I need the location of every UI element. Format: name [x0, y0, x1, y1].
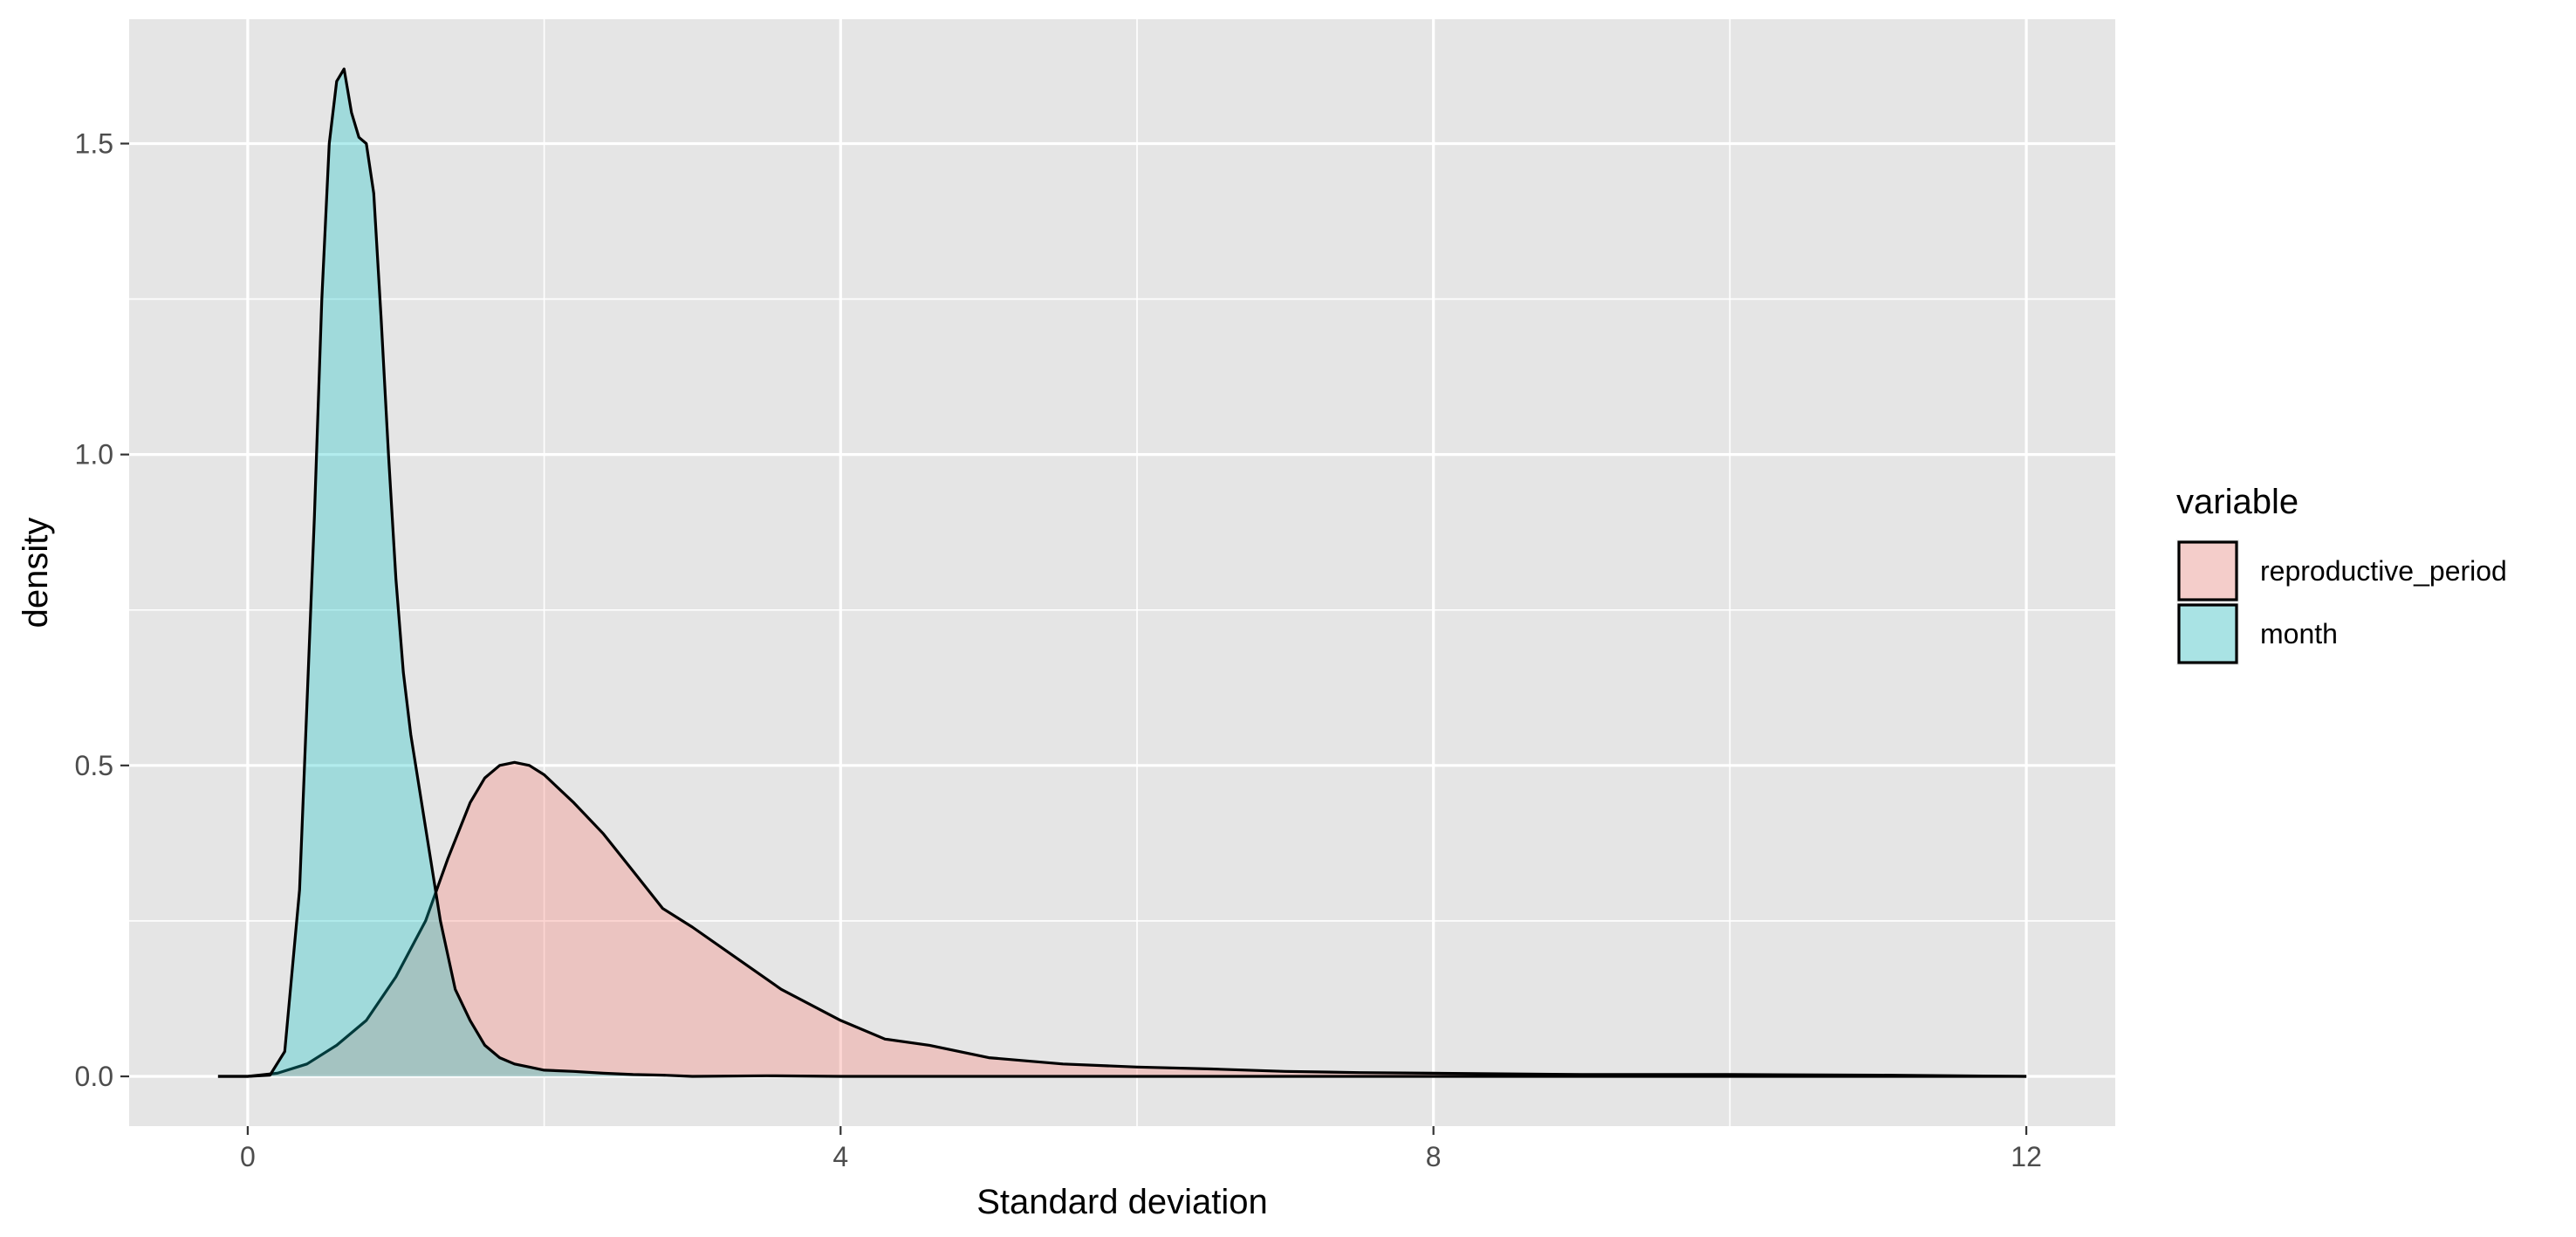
x-axis: 0 4 8 12 — [240, 1126, 2042, 1172]
y-tick-label: 0.0 — [75, 1061, 113, 1092]
legend-label-month: month — [2260, 618, 2338, 649]
density-series — [217, 67, 2027, 1078]
density-line-month — [217, 67, 2027, 1078]
legend-key-background — [2176, 539, 2239, 602]
density-area-month — [217, 69, 2027, 1076]
y-tick-label: 0.5 — [75, 750, 113, 781]
y-tick-label: 1.0 — [75, 439, 113, 471]
y-tick-label: 1.5 — [75, 127, 113, 159]
x-tick-label: 12 — [2011, 1141, 2042, 1172]
y-axis: 0.0 0.5 1.0 1.5 — [75, 127, 129, 1092]
density-line-reproductive_period — [217, 760, 2027, 1078]
legend-title: variable — [2176, 483, 2299, 521]
plot-panel — [129, 19, 2115, 1126]
legend-key-background — [2176, 602, 2239, 665]
minor-gridlines — [129, 19, 2115, 1126]
y-axis-title: density — [17, 518, 55, 629]
x-tick-label: 0 — [240, 1141, 256, 1172]
legend-key-reproductive_period — [2177, 540, 2238, 601]
legend-key-month — [2177, 603, 2238, 664]
x-tick-label: 4 — [832, 1141, 848, 1172]
density-area-reproductive_period — [217, 762, 2027, 1076]
x-tick-label: 8 — [1426, 1141, 1442, 1172]
legend-label-reproductive_period: reproductive_period — [2260, 555, 2507, 587]
x-axis-title: Standard deviation — [976, 1183, 1268, 1221]
